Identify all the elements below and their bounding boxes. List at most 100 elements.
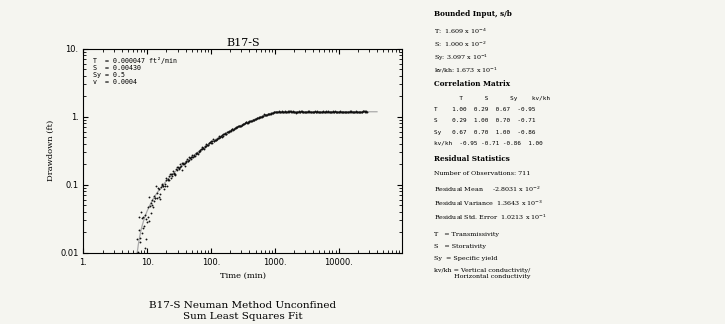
Point — [276, 109, 288, 114]
Point — [322, 109, 334, 114]
Point — [194, 149, 205, 154]
Point — [356, 109, 368, 114]
Point — [294, 110, 305, 115]
Point — [268, 110, 280, 115]
Point — [157, 183, 168, 188]
Point — [219, 131, 231, 136]
Point — [303, 110, 315, 115]
Point — [243, 119, 254, 124]
Point — [360, 109, 371, 114]
Point — [138, 213, 150, 218]
Point — [349, 109, 361, 114]
Point — [254, 114, 266, 119]
Point — [332, 110, 344, 115]
Point — [271, 110, 283, 115]
Point — [162, 176, 173, 181]
Point — [204, 140, 216, 145]
Text: Sy: 3.097 x 10$^{-1}$: Sy: 3.097 x 10$^{-1}$ — [434, 53, 489, 63]
Point — [310, 109, 321, 114]
Point — [278, 109, 289, 114]
Point — [205, 139, 217, 144]
Point — [331, 109, 342, 114]
Point — [301, 109, 312, 114]
Point — [158, 187, 170, 192]
Point — [257, 113, 269, 118]
Point — [257, 114, 268, 119]
Point — [239, 121, 250, 126]
Point — [349, 109, 360, 114]
Point — [195, 147, 207, 152]
Point — [269, 110, 281, 115]
Point — [161, 177, 173, 182]
Point — [265, 111, 276, 116]
Point — [213, 133, 225, 139]
Point — [343, 109, 355, 114]
Point — [242, 120, 254, 125]
Text: Residual Variance  1.3643 x 10$^{-3}$: Residual Variance 1.3643 x 10$^{-3}$ — [434, 199, 544, 208]
Point — [267, 111, 278, 116]
Point — [168, 170, 180, 176]
Point — [136, 215, 147, 221]
Point — [357, 109, 368, 114]
Point — [291, 109, 303, 114]
Point — [174, 164, 186, 169]
Point — [145, 201, 157, 206]
Point — [136, 231, 148, 236]
Point — [204, 140, 215, 145]
Point — [307, 109, 319, 114]
Point — [209, 138, 220, 143]
Text: kv/kh = Vertical conductivity/
          Horizontal conductivity: kv/kh = Vertical conductivity/ Horizonta… — [434, 268, 531, 279]
Point — [323, 109, 335, 114]
Point — [131, 236, 143, 241]
Point — [226, 126, 238, 132]
Point — [236, 122, 248, 127]
Point — [138, 223, 150, 228]
Point — [175, 164, 187, 169]
Point — [142, 205, 154, 210]
Point — [352, 109, 363, 114]
Point — [290, 110, 302, 115]
Point — [335, 110, 347, 115]
Point — [170, 172, 181, 177]
Point — [268, 110, 280, 115]
Point — [346, 109, 357, 114]
Point — [199, 145, 210, 150]
Y-axis label: Drawdown (ft): Drawdown (ft) — [46, 120, 54, 181]
Point — [265, 111, 277, 116]
Point — [205, 141, 217, 146]
Point — [272, 109, 283, 114]
Point — [203, 140, 215, 145]
Point — [220, 131, 232, 136]
Point — [263, 111, 275, 117]
Point — [316, 109, 328, 114]
Point — [212, 136, 224, 141]
Point — [137, 214, 149, 220]
Point — [287, 110, 299, 115]
Point — [264, 111, 276, 117]
Point — [214, 135, 225, 140]
Point — [291, 110, 302, 115]
Point — [334, 110, 345, 115]
Point — [315, 109, 326, 114]
Point — [312, 109, 324, 114]
Point — [318, 109, 329, 114]
Text: Bounded Input, s/b: Bounded Input, s/b — [434, 10, 512, 17]
Point — [196, 145, 207, 150]
Point — [295, 109, 307, 114]
Point — [191, 150, 203, 155]
Point — [167, 171, 178, 176]
Point — [175, 160, 187, 166]
Point — [351, 109, 362, 114]
Point — [324, 109, 336, 114]
Point — [216, 134, 228, 139]
Point — [159, 183, 170, 188]
Point — [304, 110, 316, 115]
Point — [297, 109, 309, 114]
Point — [196, 146, 208, 151]
Point — [352, 109, 364, 114]
Point — [183, 155, 195, 160]
Point — [297, 109, 308, 114]
Point — [353, 109, 365, 114]
Point — [141, 219, 153, 225]
Point — [286, 109, 298, 114]
